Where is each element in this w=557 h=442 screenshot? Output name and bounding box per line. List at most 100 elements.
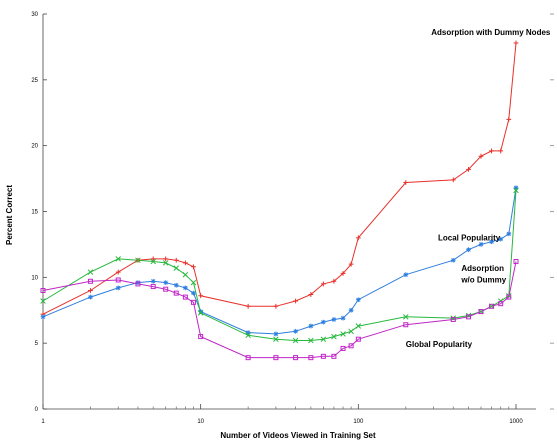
data-point bbox=[135, 280, 141, 285]
data-point bbox=[331, 333, 337, 340]
data-point bbox=[450, 257, 456, 263]
data-point bbox=[245, 355, 251, 361]
data-point bbox=[163, 256, 169, 262]
data-point bbox=[87, 278, 93, 284]
data-point bbox=[173, 265, 179, 271]
data-point bbox=[115, 277, 121, 283]
data-point bbox=[355, 336, 361, 342]
data-point bbox=[150, 278, 156, 284]
data-point bbox=[115, 256, 121, 262]
data-point bbox=[513, 40, 519, 46]
data-point bbox=[466, 166, 471, 172]
x-axis-title: Number of Videos Viewed in Training Set bbox=[220, 431, 376, 440]
data-point bbox=[340, 345, 346, 351]
data-point bbox=[478, 309, 484, 315]
data-point bbox=[489, 148, 494, 154]
data-point bbox=[87, 269, 94, 275]
axes bbox=[42, 13, 554, 410]
data-point bbox=[355, 235, 361, 241]
data-point bbox=[320, 281, 326, 287]
data-point bbox=[466, 314, 472, 320]
series-annotation: Global Popularity bbox=[406, 340, 473, 349]
y-tick-label: 15 bbox=[31, 210, 38, 216]
data-point bbox=[320, 336, 327, 342]
data-point bbox=[115, 269, 121, 275]
data-point bbox=[308, 355, 314, 361]
data-point bbox=[348, 343, 354, 349]
data-point bbox=[198, 309, 204, 314]
data-point bbox=[293, 298, 298, 304]
data-point bbox=[190, 299, 196, 305]
data-point bbox=[466, 247, 471, 253]
data-point bbox=[348, 307, 354, 313]
data-point bbox=[320, 319, 326, 325]
data-point bbox=[355, 297, 361, 303]
series-markers bbox=[40, 40, 519, 361]
data-point bbox=[489, 239, 494, 245]
x-tick-label: 10 bbox=[197, 419, 204, 425]
data-point bbox=[198, 293, 204, 299]
data-point bbox=[403, 272, 409, 278]
data-point bbox=[348, 328, 354, 335]
series-annotation: w/o Dummy bbox=[460, 276, 506, 285]
data-point bbox=[115, 285, 121, 291]
y-tick-label: 10 bbox=[31, 275, 38, 281]
data-point bbox=[273, 303, 279, 309]
data-point bbox=[513, 185, 519, 191]
data-point bbox=[340, 315, 346, 321]
series-line bbox=[42, 261, 517, 359]
series-line bbox=[42, 190, 517, 341]
data-point bbox=[331, 278, 337, 284]
data-point bbox=[135, 257, 141, 263]
data-point bbox=[182, 294, 188, 300]
data-point bbox=[498, 236, 504, 242]
data-point bbox=[498, 301, 504, 307]
data-point bbox=[273, 355, 279, 361]
data-point bbox=[190, 279, 197, 286]
data-point bbox=[308, 292, 314, 297]
data-point bbox=[450, 316, 456, 322]
data-point bbox=[478, 242, 484, 247]
data-point bbox=[320, 353, 326, 359]
x-tick-label: 1 bbox=[41, 419, 45, 425]
data-point bbox=[506, 231, 512, 237]
data-point bbox=[331, 317, 337, 322]
series-lines bbox=[42, 42, 517, 359]
chart-text: Number of Videos Viewed in Training Set … bbox=[5, 12, 551, 440]
data-point bbox=[403, 180, 409, 185]
series-annotation: Local Popularity bbox=[438, 233, 501, 242]
data-point bbox=[293, 328, 298, 334]
data-point bbox=[150, 256, 156, 262]
data-point bbox=[489, 303, 495, 309]
data-point bbox=[273, 336, 279, 342]
x-tick-label: 100 bbox=[353, 419, 364, 425]
data-point bbox=[403, 314, 409, 320]
data-point bbox=[513, 187, 519, 194]
data-point bbox=[245, 303, 251, 309]
data-point bbox=[340, 270, 346, 276]
y-tick-label: 5 bbox=[35, 341, 39, 347]
data-point bbox=[245, 332, 251, 339]
data-point bbox=[40, 288, 46, 293]
data-point bbox=[506, 116, 512, 122]
data-point bbox=[340, 331, 346, 337]
data-point bbox=[173, 282, 179, 288]
data-point bbox=[182, 260, 188, 266]
y-axis-title: Percent Correct bbox=[5, 185, 14, 245]
data-point bbox=[197, 310, 204, 316]
data-point bbox=[273, 331, 279, 337]
y-tick-label: 20 bbox=[31, 144, 38, 150]
data-point bbox=[308, 323, 314, 329]
data-point bbox=[88, 294, 93, 300]
data-point bbox=[182, 271, 189, 278]
data-point bbox=[506, 294, 512, 300]
data-point bbox=[198, 334, 204, 340]
data-point bbox=[292, 337, 299, 344]
data-point bbox=[355, 323, 362, 329]
y-tick-label: 30 bbox=[31, 12, 38, 18]
y-tick-label: 0 bbox=[35, 407, 39, 413]
data-point bbox=[150, 258, 156, 265]
data-point bbox=[88, 288, 93, 293]
x-tick-label: 1000 bbox=[509, 419, 523, 425]
